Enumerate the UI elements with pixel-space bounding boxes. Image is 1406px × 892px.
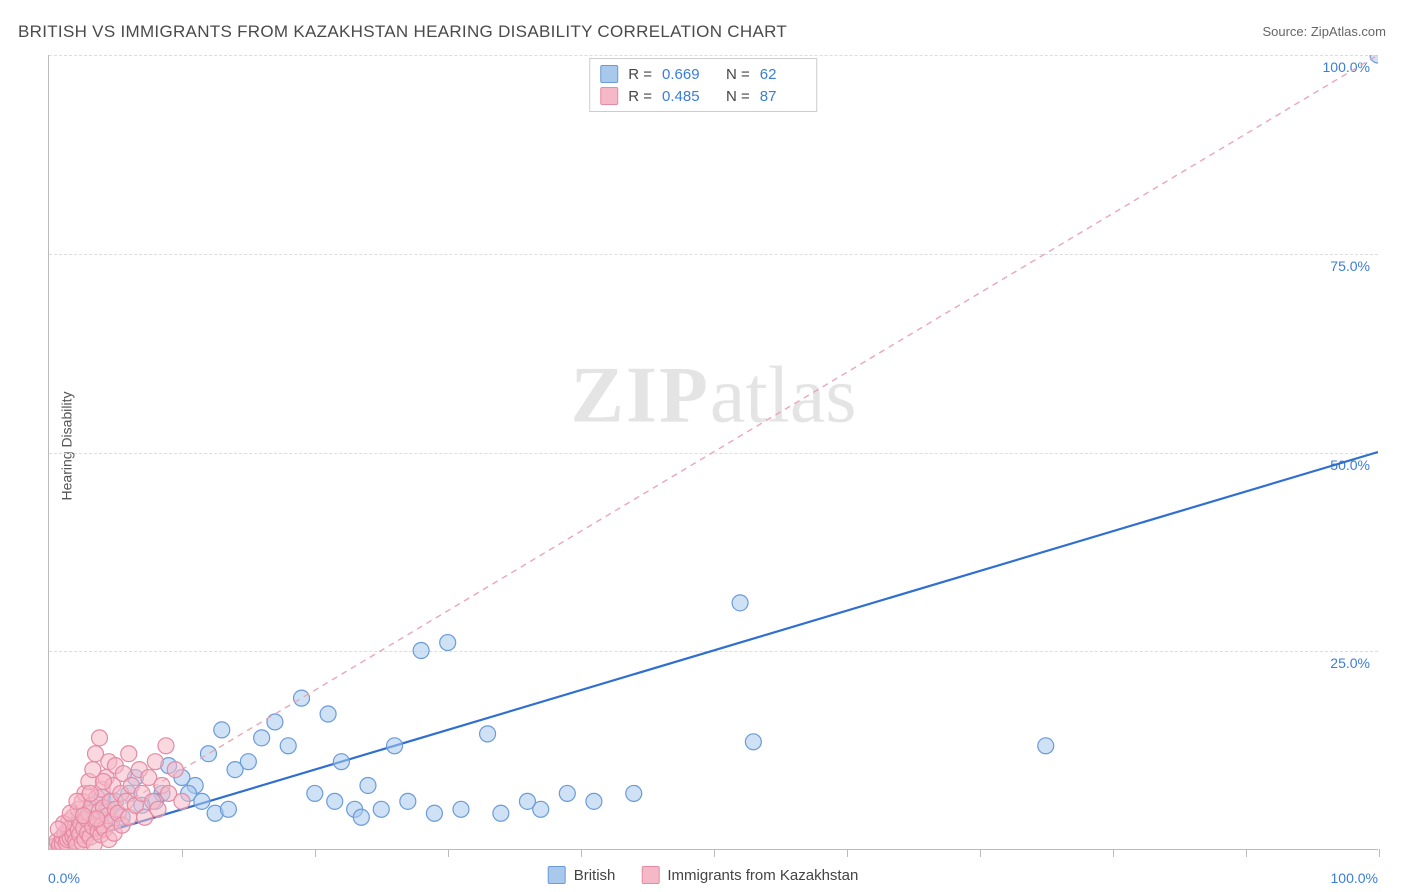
scatter-point bbox=[333, 754, 349, 770]
trend-line bbox=[49, 452, 1378, 849]
scatter-point bbox=[147, 754, 163, 770]
legend-swatch bbox=[600, 65, 618, 83]
legend-n-value: 87 bbox=[760, 88, 806, 105]
scatter-point bbox=[220, 801, 236, 817]
scatter-point bbox=[353, 809, 369, 825]
scatter-point bbox=[626, 785, 642, 801]
legend-series: British Immigrants from Kazakhstan bbox=[548, 866, 859, 884]
scatter-point bbox=[360, 777, 376, 793]
legend-n-label: N = bbox=[726, 66, 750, 83]
trend-line bbox=[49, 55, 1378, 849]
scatter-point bbox=[480, 726, 496, 742]
scatter-point bbox=[519, 793, 535, 809]
scatter-point bbox=[92, 730, 108, 746]
chart-svg bbox=[49, 55, 1378, 849]
x-tick bbox=[315, 849, 316, 857]
legend-correlation: R = 0.669 N = 62 R = 0.485 N = 87 bbox=[589, 58, 817, 112]
legend-r-value: 0.485 bbox=[662, 88, 708, 105]
chart-title: BRITISH VS IMMIGRANTS FROM KAZAKHSTAN HE… bbox=[18, 22, 787, 42]
scatter-point bbox=[194, 793, 210, 809]
scatter-point bbox=[267, 714, 283, 730]
scatter-point bbox=[174, 793, 190, 809]
x-tick bbox=[980, 849, 981, 857]
x-tick bbox=[1379, 849, 1380, 857]
source-label: Source: bbox=[1262, 24, 1310, 39]
legend-swatch bbox=[548, 866, 566, 884]
scatter-point bbox=[426, 805, 442, 821]
scatter-point bbox=[745, 734, 761, 750]
scatter-point bbox=[82, 785, 98, 801]
x-max-label: 100.0% bbox=[1331, 870, 1378, 886]
legend-label: Immigrants from Kazakhstan bbox=[667, 867, 858, 884]
scatter-point bbox=[373, 801, 389, 817]
scatter-point bbox=[280, 738, 296, 754]
scatter-point bbox=[586, 793, 602, 809]
scatter-point bbox=[387, 738, 403, 754]
x-tick bbox=[182, 849, 183, 857]
legend-n-value: 62 bbox=[760, 66, 806, 83]
x-tick bbox=[847, 849, 848, 857]
x-tick bbox=[581, 849, 582, 857]
legend-row: R = 0.669 N = 62 bbox=[600, 63, 806, 85]
legend-item: British bbox=[548, 866, 616, 884]
scatter-point bbox=[150, 801, 166, 817]
x-origin-label: 0.0% bbox=[48, 870, 80, 886]
legend-r-label: R = bbox=[628, 88, 652, 105]
legend-swatch bbox=[641, 866, 659, 884]
scatter-point bbox=[89, 811, 105, 827]
legend-row: R = 0.485 N = 87 bbox=[600, 85, 806, 107]
source-value: ZipAtlas.com bbox=[1311, 24, 1386, 39]
scatter-point bbox=[320, 706, 336, 722]
legend-n-label: N = bbox=[726, 88, 750, 105]
scatter-point bbox=[121, 746, 137, 762]
scatter-point bbox=[50, 821, 66, 837]
scatter-point bbox=[453, 801, 469, 817]
scatter-point bbox=[1038, 738, 1054, 754]
plot-area: ZIPatlas 25.0%50.0%75.0%100.0% bbox=[48, 55, 1378, 850]
scatter-point bbox=[307, 785, 323, 801]
x-tick bbox=[714, 849, 715, 857]
scatter-point bbox=[254, 730, 270, 746]
source-credit: Source: ZipAtlas.com bbox=[1262, 24, 1386, 39]
legend-label: British bbox=[574, 867, 616, 884]
legend-r-value: 0.669 bbox=[662, 66, 708, 83]
scatter-point bbox=[327, 793, 343, 809]
scatter-point bbox=[493, 805, 509, 821]
scatter-point bbox=[200, 746, 216, 762]
scatter-point bbox=[732, 595, 748, 611]
scatter-point bbox=[95, 774, 111, 790]
scatter-point bbox=[240, 754, 256, 770]
scatter-point bbox=[400, 793, 416, 809]
scatter-point bbox=[440, 635, 456, 651]
legend-swatch bbox=[600, 87, 618, 105]
x-tick bbox=[448, 849, 449, 857]
x-tick bbox=[1246, 849, 1247, 857]
scatter-point bbox=[413, 643, 429, 659]
legend-r-label: R = bbox=[628, 66, 652, 83]
scatter-point bbox=[559, 785, 575, 801]
scatter-point bbox=[158, 738, 174, 754]
x-tick bbox=[1113, 849, 1114, 857]
scatter-point bbox=[167, 762, 183, 778]
legend-item: Immigrants from Kazakhstan bbox=[641, 866, 858, 884]
scatter-point bbox=[214, 722, 230, 738]
